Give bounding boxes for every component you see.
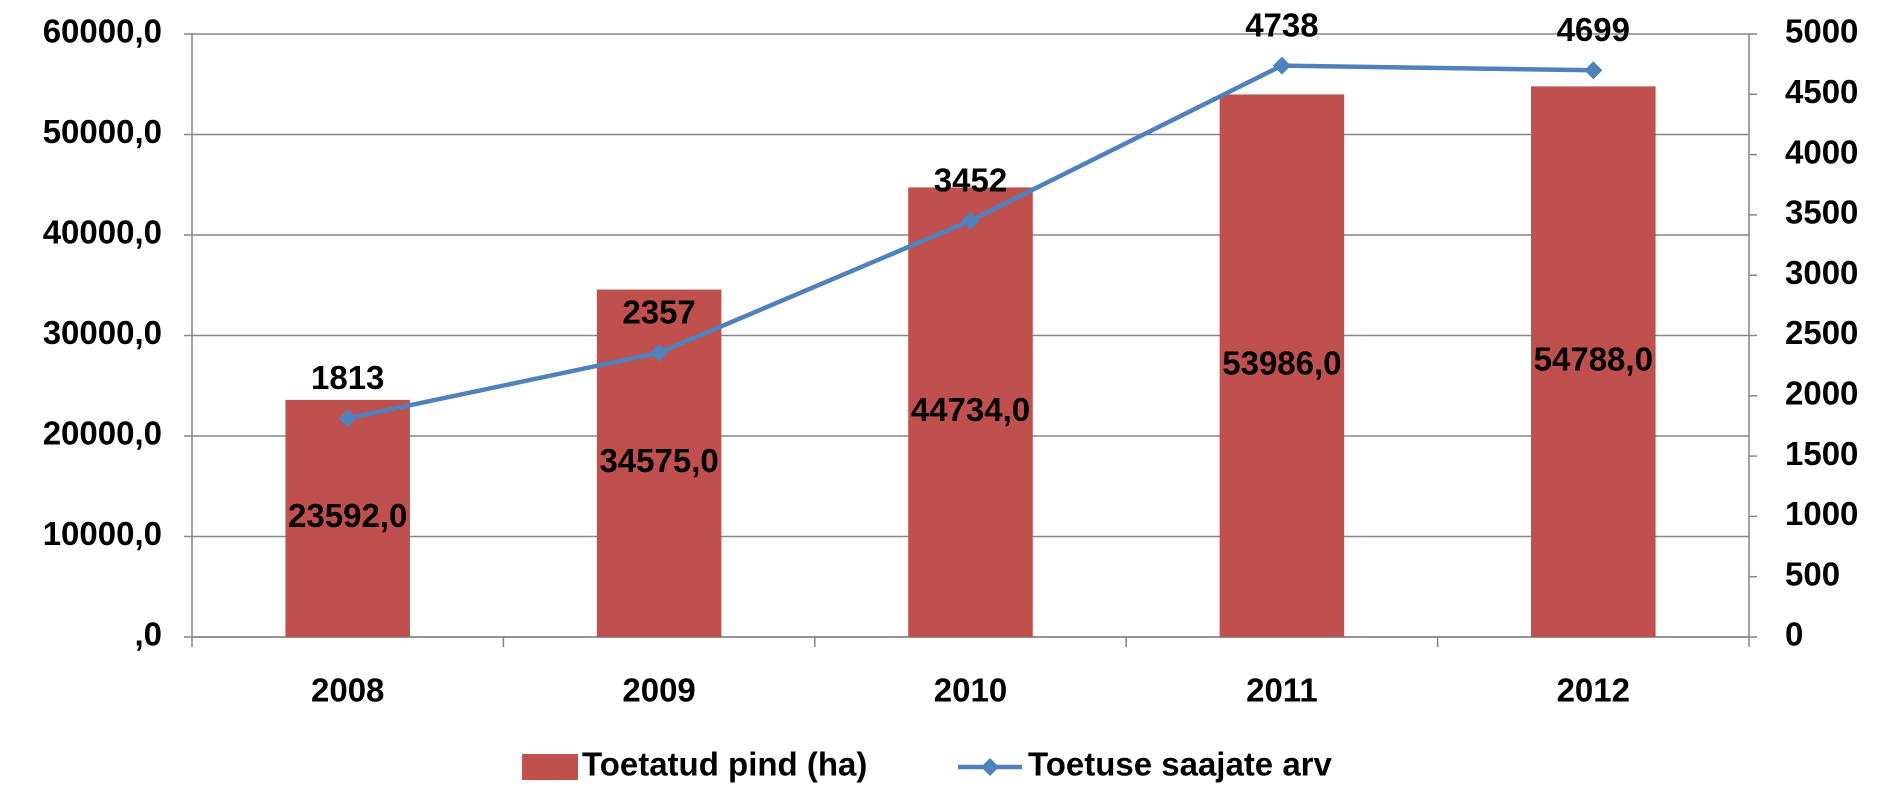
x-tick-label: 2009 xyxy=(622,672,695,709)
legend-swatch xyxy=(522,754,578,780)
x-tick-label: 2011 xyxy=(1246,672,1318,709)
y-tick-label: 30000,0 xyxy=(43,314,162,351)
y-tick-label: 50000,0 xyxy=(43,113,162,150)
line-marker xyxy=(1272,56,1291,75)
x-tick-label: 2010 xyxy=(934,672,1007,709)
y2-tick-label: 1500 xyxy=(1785,435,1858,472)
y-tick-label: 60000,0 xyxy=(43,13,162,50)
line-value-label: 1813 xyxy=(311,359,384,396)
bar xyxy=(1531,86,1656,637)
bar xyxy=(1219,94,1345,638)
bar xyxy=(908,187,1033,638)
legend-label: Toetatud pind (ha) xyxy=(582,746,867,783)
legend-marker xyxy=(981,758,999,776)
bar xyxy=(285,399,410,637)
y-tick-label: 10000,0 xyxy=(43,515,162,552)
y2-tick-label: 2500 xyxy=(1785,314,1858,351)
y-tick-label: 40000,0 xyxy=(43,214,162,251)
bar-value-label: 23592,0 xyxy=(288,497,407,534)
y-tick-label: 20000,0 xyxy=(43,415,162,452)
y-tick-label: ,0 xyxy=(134,616,162,653)
line-value-label: 2357 xyxy=(622,293,695,330)
y2-tick-label: 1000 xyxy=(1785,495,1858,532)
x-tick-label: 2008 xyxy=(311,672,384,709)
line-value-label: 3452 xyxy=(934,161,1007,198)
y2-tick-label: 4500 xyxy=(1785,73,1858,110)
y2-tick-label: 3500 xyxy=(1785,194,1858,231)
line-marker xyxy=(961,211,980,230)
line-marker xyxy=(650,343,669,362)
y2-tick-label: 0 xyxy=(1785,616,1803,653)
y2-tick-label: 5000 xyxy=(1785,13,1858,50)
bar-value-label: 34575,0 xyxy=(599,442,718,479)
bar-value-label: 44734,0 xyxy=(911,391,1030,428)
x-tick-label: 2012 xyxy=(1557,672,1630,709)
y2-tick-label: 3000 xyxy=(1785,254,1858,291)
line-marker xyxy=(338,409,357,428)
bar-value-label: 53986,0 xyxy=(1222,344,1341,381)
y2-tick-label: 4000 xyxy=(1785,133,1858,170)
line-value-label: 4699 xyxy=(1557,11,1630,48)
y2-tick-label: 2000 xyxy=(1785,375,1858,412)
line-marker xyxy=(1584,61,1603,80)
bar-value-label: 54788,0 xyxy=(1534,340,1653,377)
legend-label: Toetuse saajate arv xyxy=(1028,746,1333,783)
y2-tick-label: 500 xyxy=(1785,555,1840,592)
line-value-label: 4738 xyxy=(1245,6,1318,43)
